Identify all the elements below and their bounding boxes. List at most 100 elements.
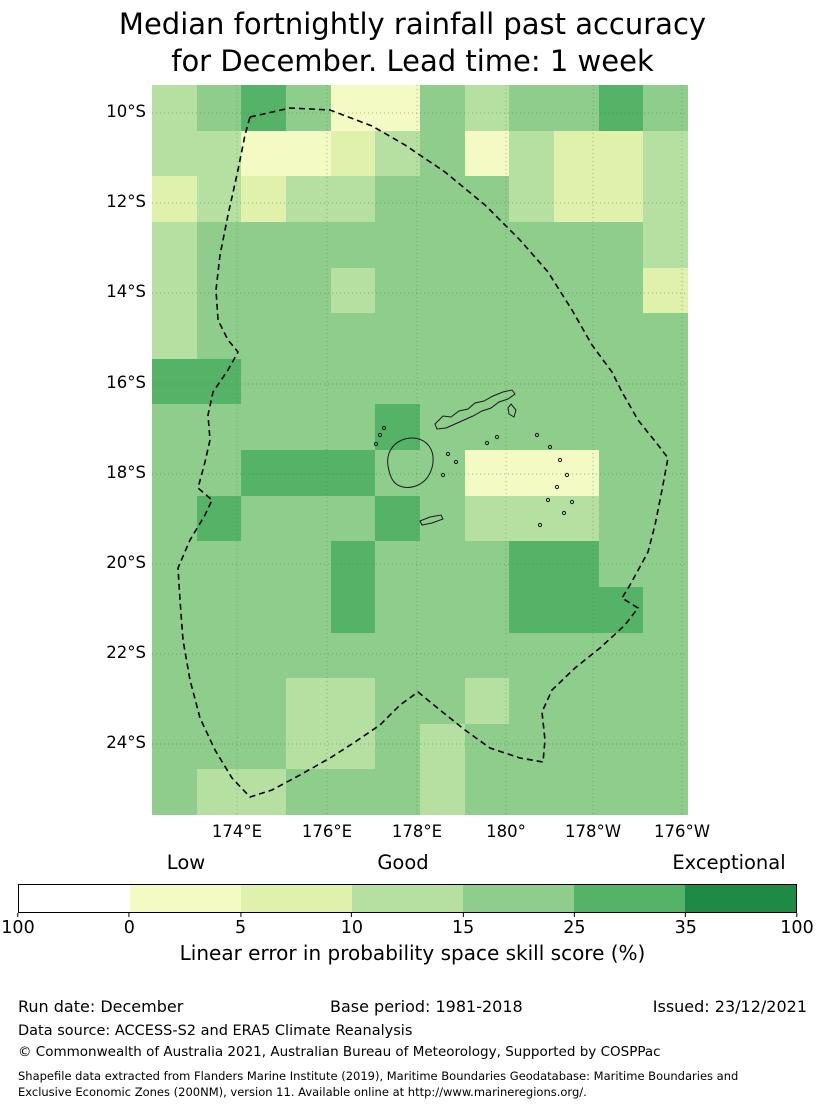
- map-cell: [598, 632, 644, 679]
- colorbar-tick-label: 25: [563, 918, 586, 938]
- map-cell: [420, 267, 465, 314]
- map-cell: [286, 358, 331, 405]
- colorbar-tick: 35: [675, 913, 697, 938]
- map-cell: [643, 404, 688, 450]
- map-cell: [509, 632, 554, 679]
- map-cell: [330, 450, 376, 496]
- map-cell: [598, 450, 644, 496]
- map-cell: [375, 678, 420, 724]
- colorbar-segment: [685, 885, 796, 912]
- map-cell: [241, 723, 286, 770]
- colorbar-tick: 25: [563, 913, 586, 938]
- map-cell: [598, 358, 644, 405]
- map-cell: [286, 586, 331, 633]
- colorbar-tick-label: 100: [1, 918, 35, 938]
- map-cell: [554, 313, 599, 359]
- map-overlay-svg: [152, 85, 688, 815]
- map-cell: [152, 678, 197, 724]
- map-cell: [643, 176, 688, 222]
- colorbar-tick-mark: [573, 913, 575, 917]
- colorbar-tick-mark: [240, 913, 242, 917]
- map-cell: [643, 358, 688, 405]
- lat-tick-label: 16°S: [106, 373, 146, 392]
- map-cell: [196, 358, 242, 405]
- map-cell: [241, 450, 286, 496]
- map-cell: [330, 358, 376, 405]
- lat-tick-label: 14°S: [106, 282, 146, 301]
- map-cell: [643, 313, 688, 359]
- map-cell: [330, 678, 376, 724]
- map-cell: [464, 176, 510, 222]
- map-cell: [464, 678, 510, 724]
- map-cell: [598, 313, 644, 359]
- map-cell: [420, 85, 465, 131]
- map-cell: [464, 358, 510, 405]
- map-cell: [464, 130, 510, 177]
- map-cell: [375, 723, 420, 770]
- legend-label: Exceptional: [672, 851, 786, 874]
- island-coastline: [419, 514, 444, 526]
- islet-dot: [557, 457, 563, 463]
- colorbar-tick-mark: [351, 913, 353, 917]
- map-cell: [598, 495, 644, 542]
- map-cell: [241, 130, 286, 177]
- map-cell: [643, 586, 688, 633]
- map-cell: [420, 450, 465, 496]
- map-cell: [375, 495, 420, 542]
- map-cell: [509, 723, 554, 770]
- map-cell: [464, 267, 510, 314]
- colorbar-tick-mark: [17, 913, 19, 917]
- colorbar-tick: 0: [124, 913, 135, 938]
- map-cell: [509, 586, 554, 633]
- map-cell: [420, 221, 465, 268]
- map-cell: [643, 769, 688, 815]
- map-cell: [420, 358, 465, 405]
- islet-dot: [554, 484, 560, 490]
- map-cell: [420, 723, 465, 770]
- colorbar-segment: [130, 885, 241, 912]
- islet-dot: [547, 444, 553, 450]
- map-cell: [643, 267, 688, 314]
- colorbar-tick: 100: [780, 913, 814, 938]
- map-cell: [643, 678, 688, 724]
- lat-tick-label: 24°S: [106, 733, 146, 752]
- map-cell: [152, 450, 197, 496]
- map-cell: [420, 632, 465, 679]
- colorbar-tick-mark: [796, 913, 798, 917]
- map-cell: [241, 678, 286, 724]
- islet-dot: [453, 459, 459, 465]
- map-cell: [375, 221, 420, 268]
- map-cell: [196, 678, 242, 724]
- map-cell: [152, 723, 197, 770]
- map-cell: [330, 495, 376, 542]
- colorbar-segment: [463, 885, 574, 912]
- islet-dot: [377, 432, 383, 438]
- lon-tick-label: 176°W: [653, 822, 711, 841]
- map-cell: [375, 85, 420, 131]
- latitude-axis: 10°S 12°S 14°S 16°S 18°S 20°S 22°S 24°S: [0, 0, 148, 830]
- map-cell: [152, 586, 197, 633]
- islet-dot: [569, 499, 575, 505]
- map-cell: [420, 176, 465, 222]
- map-cell: [330, 632, 376, 679]
- map-cell: [152, 176, 197, 222]
- map-cell: [152, 313, 197, 359]
- islet-dot: [561, 510, 567, 516]
- map-cell: [152, 404, 197, 450]
- map-cell: [286, 495, 331, 542]
- map-cell: [196, 723, 242, 770]
- lon-tick-label: 174°E: [211, 822, 263, 841]
- colorbar-tick-label: 35: [674, 918, 697, 938]
- colorbar-tick-label: 5: [234, 918, 247, 938]
- map-cell: [643, 130, 688, 177]
- legend-label: Low: [166, 851, 206, 874]
- colorbar-caption: Linear error in probability space skill …: [179, 941, 646, 965]
- lat-tick-label: 22°S: [106, 643, 146, 662]
- island-coastline: [387, 437, 434, 488]
- colorbar-tick-mark: [685, 913, 687, 917]
- map-cell: [375, 267, 420, 314]
- map-cell: [509, 769, 554, 815]
- colorbar-tick: 5: [235, 913, 246, 938]
- map-cell: [375, 358, 420, 405]
- colorbar-tick-label: 10: [340, 918, 363, 938]
